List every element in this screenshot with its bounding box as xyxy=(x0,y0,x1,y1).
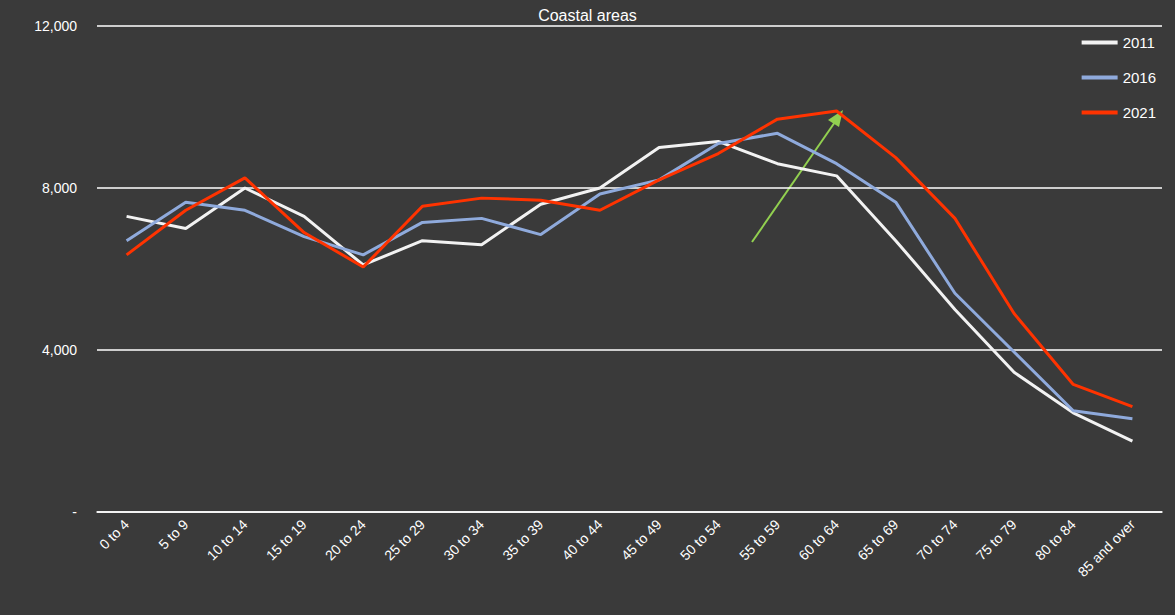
svg-text:15 to 19: 15 to 19 xyxy=(263,516,310,563)
svg-text:50 to 54: 50 to 54 xyxy=(677,516,724,563)
svg-text:25 to 29: 25 to 29 xyxy=(381,516,428,563)
svg-text:5 to 9: 5 to 9 xyxy=(155,516,191,552)
svg-text:12,000: 12,000 xyxy=(34,18,77,34)
svg-text:30 to 34: 30 to 34 xyxy=(440,516,487,563)
svg-text:85 and over: 85 and over xyxy=(1075,516,1139,580)
svg-text:Coastal areas: Coastal areas xyxy=(538,7,637,24)
svg-text:0 to 4: 0 to 4 xyxy=(96,516,132,552)
svg-text:2021: 2021 xyxy=(1123,104,1156,121)
svg-text:2016: 2016 xyxy=(1123,69,1156,86)
svg-text:55 to 59: 55 to 59 xyxy=(736,516,783,563)
svg-text:10 to 14: 10 to 14 xyxy=(204,516,251,563)
svg-text:35 to 39: 35 to 39 xyxy=(499,516,546,563)
svg-text:20 to 24: 20 to 24 xyxy=(322,516,369,563)
svg-text:2011: 2011 xyxy=(1123,34,1155,51)
svg-text:4,000: 4,000 xyxy=(42,342,77,358)
svg-text:-: - xyxy=(72,504,77,520)
svg-text:80 to 84: 80 to 84 xyxy=(1032,516,1079,563)
svg-text:45 to 49: 45 to 49 xyxy=(618,516,665,563)
svg-text:60 to 64: 60 to 64 xyxy=(795,516,842,563)
svg-text:75 to 79: 75 to 79 xyxy=(973,516,1020,563)
svg-text:8,000: 8,000 xyxy=(42,180,77,196)
svg-text:65 to 69: 65 to 69 xyxy=(854,516,901,563)
svg-text:70 to 74: 70 to 74 xyxy=(914,516,961,563)
svg-text:40 to 44: 40 to 44 xyxy=(559,516,606,563)
